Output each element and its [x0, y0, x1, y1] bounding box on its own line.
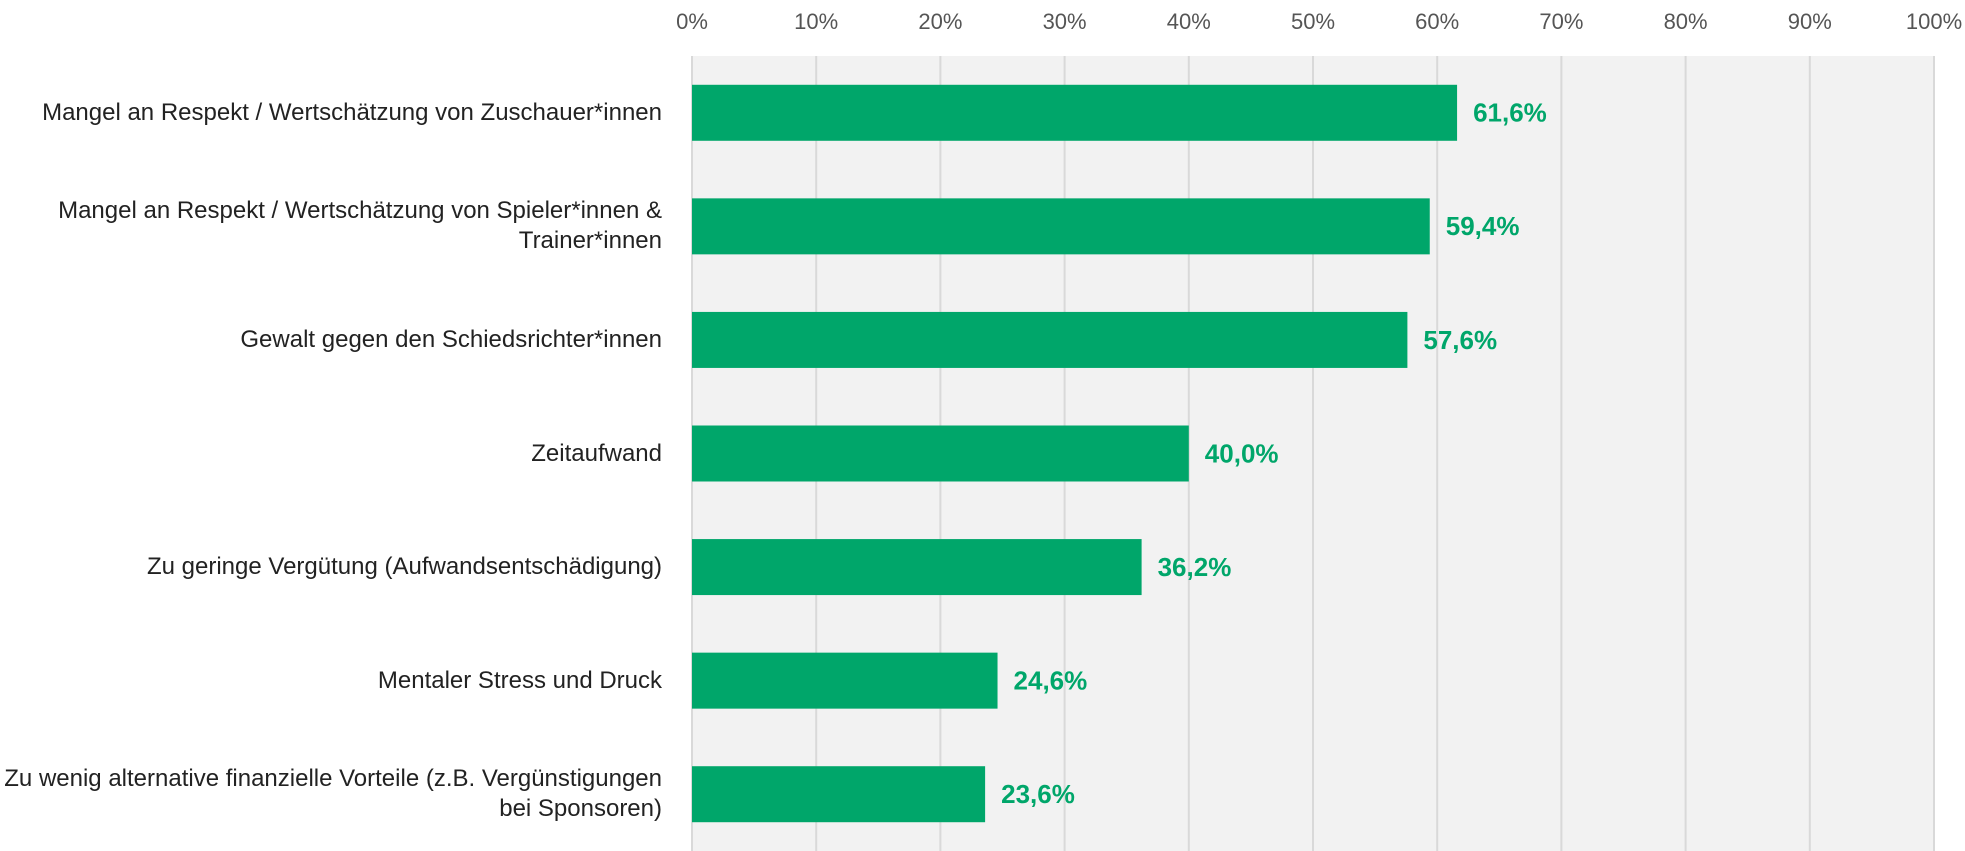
x-tick-label: 90%	[1788, 9, 1832, 34]
bar	[692, 311, 1408, 368]
value-label: 57,6%	[1423, 325, 1497, 355]
x-tick-label: 80%	[1664, 9, 1708, 34]
x-tick-label: 20%	[918, 9, 962, 34]
x-tick-label: 50%	[1291, 9, 1335, 34]
category-label: Gewalt gegen den Schiedsrichter*innen	[240, 325, 662, 353]
bar	[692, 652, 998, 709]
value-label: 61,6%	[1473, 98, 1547, 128]
x-tick-label: 100%	[1906, 9, 1962, 34]
value-label: 40,0%	[1205, 438, 1279, 468]
value-label: 59,4%	[1446, 211, 1520, 241]
bar	[692, 766, 986, 823]
value-label: 24,6%	[1014, 666, 1088, 696]
value-label: 36,2%	[1158, 552, 1232, 582]
x-tick-label: 30%	[1043, 9, 1087, 34]
x-tick-label: 40%	[1167, 9, 1211, 34]
category-label: Zeitaufwand	[531, 439, 662, 467]
category-label: Zu wenig alternative finanzielle Vorteil…	[4, 765, 662, 823]
category-label: Mangel an Respekt / Wertschätzung von Zu…	[42, 98, 662, 126]
bar	[692, 84, 1458, 141]
category-label: Mangel an Respekt / Wertschätzung von Sp…	[58, 197, 662, 255]
bar	[692, 425, 1189, 482]
bar	[692, 539, 1142, 596]
value-label: 23,6%	[1001, 779, 1075, 809]
bar	[692, 198, 1430, 255]
x-tick-label: 0%	[676, 9, 708, 34]
x-tick-label: 60%	[1415, 9, 1459, 34]
category-label: Zu geringe Vergütung (Aufwandsentschädig…	[146, 553, 662, 581]
x-tick-label: 10%	[794, 9, 838, 34]
category-label: Mentaler Stress und Druck	[377, 666, 662, 694]
x-tick-label: 70%	[1539, 9, 1583, 34]
